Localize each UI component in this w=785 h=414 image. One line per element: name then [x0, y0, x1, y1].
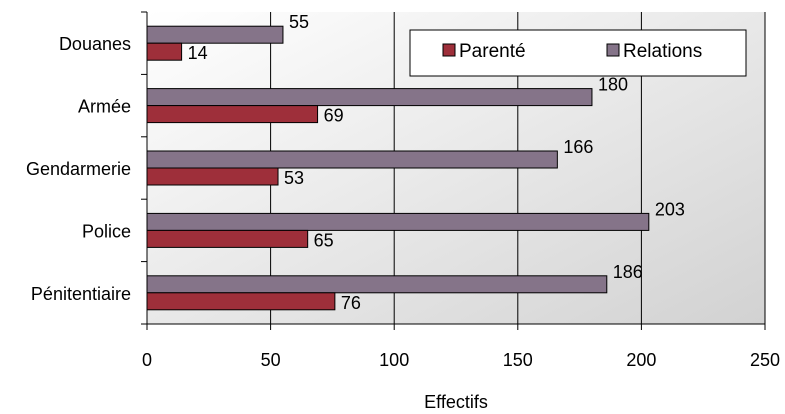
category-label-0: Douanes [59, 34, 131, 54]
axes [141, 11, 766, 330]
data-label-relations-1: 180 [598, 75, 628, 95]
data-label-relations-2: 166 [563, 137, 593, 157]
x-tick-label-100: 100 [379, 350, 409, 370]
bar-relations-3 [146, 212, 650, 231]
bars [146, 25, 650, 311]
bar-relations-1 [146, 88, 593, 107]
bar-parente-3 [146, 229, 309, 248]
bar-relations-0 [146, 25, 284, 44]
data-label-relations-0: 55 [289, 12, 309, 32]
legend-swatch-relations [606, 43, 620, 57]
data-label-parente-1: 69 [324, 106, 344, 126]
legend-label-relations: Relations [623, 41, 702, 62]
data-label-parente-4: 76 [341, 293, 361, 313]
x-tick-label-200: 200 [626, 350, 656, 370]
category-label-3: Police [82, 221, 131, 241]
bar-parente-4 [146, 292, 336, 311]
category-label-4: Pénitentiaire [31, 284, 131, 304]
legend-box [409, 29, 747, 77]
bar-parente-1 [146, 105, 319, 124]
data-label-parente-0: 14 [188, 43, 208, 63]
x-tick-label-50: 50 [261, 350, 281, 370]
legend-swatch-parente [442, 43, 456, 57]
legend: Parenté Relations [409, 29, 747, 77]
legend-label-parente: Parenté [459, 41, 526, 62]
labels: 0 50 100 150 200 250 Douanes 55 14 Armée 180 69 Gend… [26, 12, 780, 370]
category-label-1: Armée [78, 97, 131, 117]
data-label-parente-2: 53 [284, 168, 304, 188]
x-tick-label-0: 0 [142, 350, 152, 370]
category-label-2: Gendarmerie [26, 159, 131, 179]
data-label-relations-4: 186 [613, 262, 643, 282]
data-label-relations-3: 203 [655, 199, 685, 219]
x-tick-label-150: 150 [503, 350, 533, 370]
bar-relations-4 [146, 275, 608, 294]
bar-parente-2 [146, 167, 279, 186]
bar-parente-0 [146, 42, 183, 61]
x-tick-label-250: 250 [750, 350, 780, 370]
data-label-parente-3: 65 [314, 230, 334, 250]
x-axis-title: Effectifs [424, 392, 488, 412]
bar-relations-2 [146, 150, 558, 169]
